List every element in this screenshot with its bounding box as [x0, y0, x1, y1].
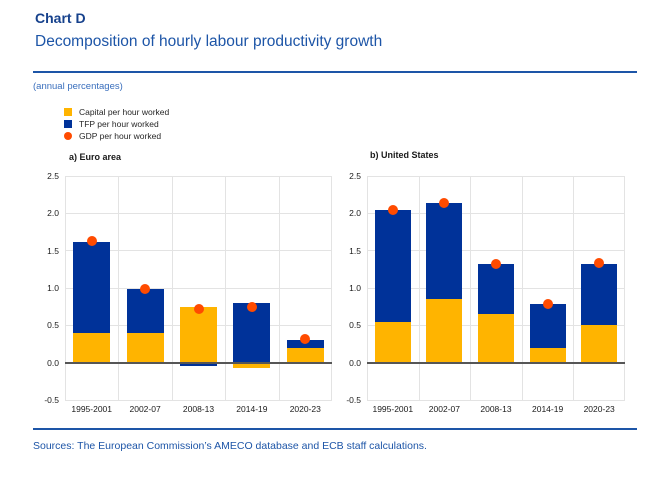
bar-segment-capital	[180, 306, 217, 363]
gridline-vertical	[470, 176, 472, 400]
y-tick-label: 1.0	[349, 283, 361, 293]
gridline-vertical	[171, 176, 173, 400]
gdp-marker	[140, 284, 151, 295]
y-tick-label: 2.5	[349, 171, 361, 181]
gridline-vertical	[573, 176, 575, 400]
units-note: (annual percentages)	[33, 81, 123, 92]
y-tick-label: 2.5	[47, 171, 59, 181]
gridline-vertical	[521, 176, 523, 400]
gdp-marker	[387, 204, 398, 215]
zero-line	[367, 361, 625, 364]
x-tick-label: 1995-2001	[71, 404, 113, 414]
bar-segment-tfp	[374, 209, 411, 322]
bar-segment-tfp	[286, 340, 324, 349]
sources-note: Sources: The European Commission’s AMECO…	[33, 440, 427, 452]
gridline-horizontal	[65, 287, 332, 289]
bar-segment-capital	[529, 348, 566, 363]
gridline-vertical	[418, 176, 420, 400]
y-tick-label: 1.0	[47, 283, 59, 293]
chart-kicker: Chart D	[35, 10, 86, 26]
x-tick-label: 2002-07	[129, 404, 161, 414]
x-tick-label: 1995-2001	[372, 404, 414, 414]
bottom-divider	[33, 428, 637, 430]
bar-segment-capital	[426, 299, 463, 363]
bar-segment-tfp	[126, 289, 164, 333]
bar-segment-capital	[233, 362, 271, 368]
bar-segment-capital	[581, 325, 618, 363]
gdp-marker	[439, 197, 450, 208]
chart-title: Decomposition of hourly labour productiv…	[35, 33, 383, 50]
legend: Capital per hour worked TFP per hour wor…	[64, 106, 169, 142]
gridline-vertical	[225, 176, 227, 400]
y-tick-label: 2.0	[349, 208, 361, 219]
gridline-vertical	[331, 176, 332, 400]
bar-segment-tfp	[581, 264, 618, 326]
bar-segment-capital	[73, 332, 111, 363]
x-tick-label: 2008-13	[480, 404, 512, 414]
y-tick-label: 0.0	[349, 357, 361, 368]
bar-segment-tfp	[180, 362, 217, 367]
y-tick-label: 1.5	[349, 245, 361, 256]
zero-line	[65, 361, 332, 364]
gridline-vertical	[367, 176, 368, 400]
top-divider	[33, 71, 637, 73]
x-tick-label: 2014-19	[236, 404, 268, 414]
bar-segment-capital	[286, 348, 324, 363]
gridline-horizontal	[65, 212, 332, 214]
gdp-dot-icon	[64, 132, 72, 140]
bar-segment-tfp	[478, 264, 514, 315]
legend-label: Capital per hour worked	[79, 107, 170, 117]
gridline-horizontal	[367, 175, 625, 177]
gdp-marker	[193, 303, 204, 314]
legend-item-gdp: GDP per hour worked	[64, 130, 169, 142]
gdp-marker	[542, 299, 553, 310]
panel-title-united-states: b) United States	[370, 150, 439, 160]
gdp-marker	[491, 259, 501, 270]
legend-label: TFP per hour worked	[79, 119, 159, 129]
bar-segment-capital	[126, 332, 164, 363]
gridline-horizontal	[65, 175, 332, 177]
x-tick-label: 2014-19	[531, 404, 564, 414]
y-tick-label: 0.0	[47, 357, 59, 368]
legend-item-tfp: TFP per hour worked	[64, 118, 169, 130]
gridline-horizontal	[65, 250, 332, 252]
y-tick-label: -0.5	[346, 395, 361, 405]
x-tick-label: 2008-13	[182, 404, 215, 414]
bar-segment-tfp	[426, 202, 463, 300]
y-tick-label: 1.5	[47, 245, 59, 256]
x-tick-label: 2020-23	[583, 404, 615, 414]
legend-label: GDP per hour worked	[79, 131, 162, 141]
gdp-marker	[86, 235, 97, 246]
x-tick-label: 2020-23	[289, 404, 321, 414]
bar-segment-capital	[478, 314, 514, 363]
gridline-horizontal	[367, 212, 625, 214]
bar-segment-capital	[374, 321, 411, 363]
y-tick-label: -0.5	[44, 395, 59, 405]
y-tick-label: 2.0	[47, 208, 59, 219]
panel-title-euro-area: a) Euro area	[69, 152, 122, 162]
y-tick-label: 0.5	[47, 320, 59, 331]
gridline-horizontal	[65, 399, 332, 401]
gdp-marker	[300, 333, 311, 344]
gridline-vertical	[65, 176, 66, 400]
plot-united-states: 2.5 2.0 1.5 1.0 0.5 0.0 -0.5 1995-2001 2002-07 20…	[346, 171, 625, 414]
gridline-vertical	[118, 176, 120, 400]
tfp-swatch-icon	[64, 120, 72, 128]
gridline-vertical	[278, 176, 280, 400]
capital-swatch-icon	[64, 108, 72, 116]
bar-segment-tfp	[73, 241, 111, 333]
gdp-marker	[594, 258, 605, 269]
gridline-vertical	[624, 176, 625, 400]
gridline-horizontal	[367, 250, 625, 252]
plot-euro-area: 2.5 2.0 1.5 1.0 0.5 0.0 -0.5 1995-2001 2002-07 20…	[44, 171, 332, 414]
bar-segment-tfp	[233, 302, 271, 363]
gdp-marker	[246, 302, 257, 313]
legend-item-capital: Capital per hour worked	[64, 106, 169, 118]
y-tick-label: 0.5	[349, 320, 361, 331]
gridline-horizontal	[367, 399, 625, 401]
bar-segment-tfp	[529, 304, 566, 349]
x-tick-label: 2002-07	[428, 404, 460, 414]
